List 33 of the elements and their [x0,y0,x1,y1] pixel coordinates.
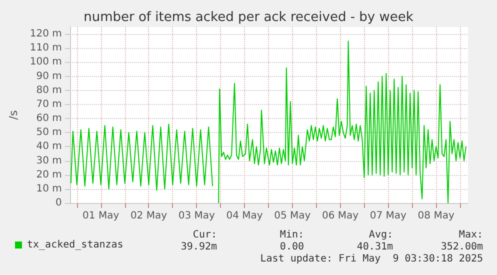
legend-label: tx_acked_stanzas [27,240,124,250]
x-tick-label: 07 May [370,210,407,222]
y-axis-title: /s [7,110,20,120]
y-tick-label: 10 m [36,183,62,194]
text: Cur: [192,230,218,240]
x-tick-label: 01 May [82,210,120,222]
x-tick-label: 03 May [178,210,215,222]
text: Avg: [368,230,394,240]
x-tick-label: 06 May [322,210,359,222]
x-tick-label: 05 May [274,210,311,222]
y-tick-label: 20 m [36,169,62,180]
y-tick-label: 30 m [36,155,62,166]
text: 39.92m [180,242,217,252]
text: 0.00 [280,242,304,252]
y-tick-label: 50 m [36,127,62,138]
x-tick-label: 04 May [226,210,263,222]
y-tick-label: 110 m [30,42,62,54]
y-tick-label: 90 m [36,70,62,82]
y-tick-label: 100 m [30,56,62,68]
text: 352.00m [440,242,484,252]
y-tick-label: 0 [56,198,62,208]
y-tick-label: 60 m [36,113,62,124]
chart-title: number of items acked per ack received - by week [84,10,414,25]
text: Min: [280,230,304,240]
text: 40.31m [356,242,393,252]
x-tick-label: 08 May [418,210,454,222]
y-tick-label: 40 m [36,141,62,152]
text: Last update: Fri May 9 03:30:18 2025 [260,254,484,264]
x-tick-label: 02 May [130,210,168,222]
text: Max: [458,230,484,240]
y-tick-label: 120 m [30,28,62,40]
y-tick-label: 80 m [36,84,62,96]
y-tick-label: 70 m [36,98,62,110]
